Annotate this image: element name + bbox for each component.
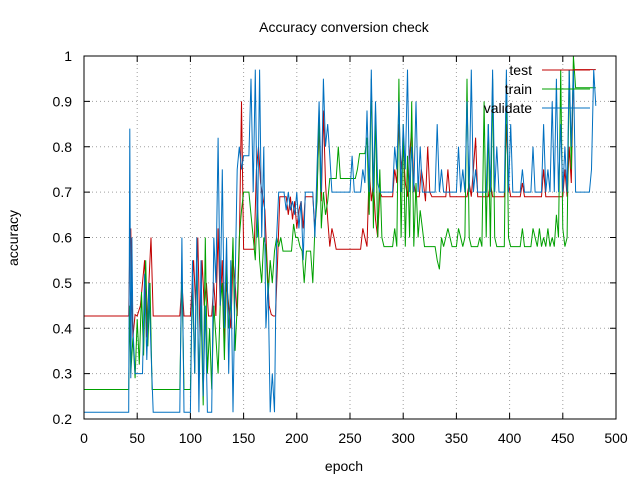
- y-tick-label: 1: [64, 48, 72, 64]
- y-tick-label: 0.7: [53, 184, 73, 200]
- y-tick-label: 0.3: [53, 366, 73, 382]
- y-tick-label: 0.2: [53, 411, 73, 427]
- y-tick-label: 0.9: [53, 93, 73, 109]
- y-axis-label: accuracy: [5, 210, 21, 266]
- y-tick-label: 0.4: [53, 320, 73, 336]
- series-lines: [84, 55, 597, 413]
- x-tick-label: 450: [551, 430, 575, 446]
- x-tick-label: 250: [338, 430, 362, 446]
- x-tick-label: 50: [129, 430, 145, 446]
- legend: test train validate: [484, 62, 590, 116]
- legend-label-train: train: [505, 81, 532, 97]
- x-tick-label: 100: [179, 430, 203, 446]
- legend-label-validate: validate: [484, 100, 532, 116]
- x-tick-label: 350: [445, 430, 469, 446]
- x-tick-label: 500: [604, 430, 628, 446]
- x-tick-label: 0: [80, 430, 88, 446]
- series-line-validate: [84, 69, 597, 413]
- x-axis-label: epoch: [325, 458, 363, 474]
- y-tick-label: 0.6: [53, 230, 73, 246]
- axis-ticks: 0 50 100 150 200 250 300 350 400 450 500 0.2 0.3 0.4 0…: [53, 48, 628, 446]
- x-tick-label: 300: [392, 430, 416, 446]
- y-tick-label: 0.5: [53, 275, 73, 291]
- chart-title: Accuracy conversion check: [259, 19, 430, 35]
- grid: [84, 56, 616, 419]
- legend-label-test: test: [509, 62, 532, 78]
- x-tick-label: 400: [498, 430, 522, 446]
- x-tick-label: 200: [285, 430, 309, 446]
- x-tick-label: 150: [232, 430, 256, 446]
- y-tick-label: 0.8: [53, 139, 73, 155]
